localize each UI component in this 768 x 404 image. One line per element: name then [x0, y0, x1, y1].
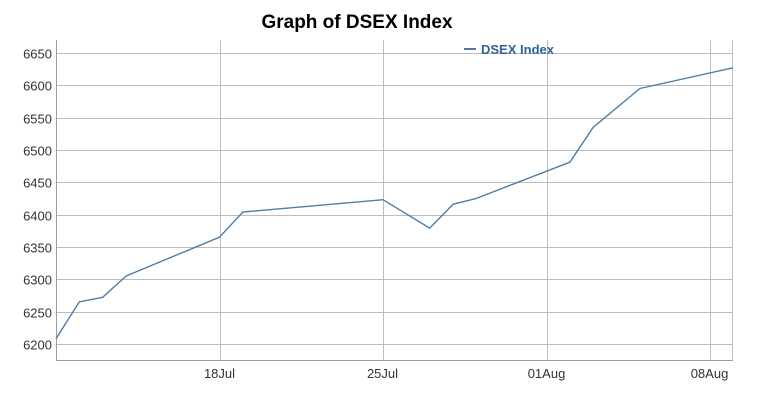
y-axis-ticks: 6200 6250 6300 6350 6400 6450 6500 6550 6600 6650	[23, 47, 52, 353]
legend-label[interactable]: DSEX Index	[481, 42, 555, 57]
y-tick-label: 6400	[23, 209, 52, 224]
y-tick-label: 6650	[23, 47, 52, 62]
legend[interactable]: DSEX Index	[464, 42, 555, 57]
x-axis-ticks: 18Jul 25Jul 01Aug 08Aug	[204, 366, 728, 381]
y-tick-label: 6250	[23, 306, 52, 321]
y-tick-label: 6350	[23, 241, 52, 256]
x-tick-label: 25Jul	[367, 366, 398, 381]
y-tick-label: 6300	[23, 273, 52, 288]
y-tick-label: 6600	[23, 79, 52, 94]
x-tick-label: 08Aug	[691, 366, 729, 381]
series-lines	[55, 67, 734, 340]
x-tick-label: 18Jul	[204, 366, 235, 381]
y-tick-label: 6550	[23, 112, 52, 127]
chart-title: Graph of DSEX Index	[261, 12, 453, 33]
grid-lines	[56, 40, 733, 360]
series-line-0	[55, 67, 734, 340]
x-tick-label: 01Aug	[528, 366, 566, 381]
axes	[56, 40, 733, 361]
y-tick-label: 6450	[23, 176, 52, 191]
y-tick-label: 6200	[23, 338, 52, 353]
y-tick-label: 6500	[23, 144, 52, 159]
